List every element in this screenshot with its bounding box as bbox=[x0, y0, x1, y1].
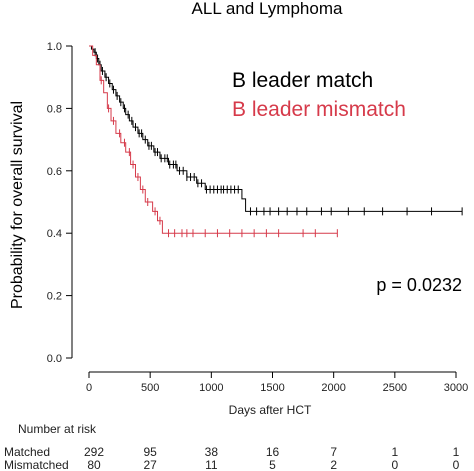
risk-value: 1 bbox=[391, 445, 398, 459]
x-tick-label: 2500 bbox=[383, 382, 407, 394]
risk-value: 38 bbox=[205, 445, 219, 459]
y-tick-label: 0.0 bbox=[47, 353, 62, 365]
km-curve bbox=[89, 45, 463, 212]
risk-value: 2 bbox=[330, 458, 337, 471]
x-tick-label: 0 bbox=[86, 382, 92, 394]
p-value-label: p = 0.0232 bbox=[376, 275, 462, 295]
chart-title: ALL and Lymphoma bbox=[192, 0, 343, 18]
risk-value: 80 bbox=[87, 458, 101, 471]
x-tick-label: 3000 bbox=[444, 382, 468, 394]
y-tick-label: 0.4 bbox=[47, 228, 62, 240]
km-curve bbox=[89, 45, 338, 234]
series-lines bbox=[89, 45, 463, 238]
risk-row-label: Matched bbox=[4, 445, 50, 459]
risk-row-label: Mismatched bbox=[4, 458, 69, 471]
km-series-match bbox=[89, 45, 463, 216]
axes: 0.0 0.2 0.4 0.6 0.8 1.0 0 500 1000 1500 2000 2500 30… bbox=[47, 41, 469, 394]
y-tick-label: 1.0 bbox=[47, 41, 62, 53]
x-tick-label: 1500 bbox=[260, 382, 284, 394]
risk-value: 5 bbox=[269, 458, 276, 471]
x-tick-label: 1000 bbox=[199, 382, 223, 394]
y-tick-label: 0.2 bbox=[47, 291, 62, 303]
risk-value: 16 bbox=[266, 445, 280, 459]
risk-value: 27 bbox=[143, 458, 157, 471]
legend-entry-mismatch: B leader mismatch bbox=[232, 98, 406, 121]
x-tick-label: 2000 bbox=[321, 382, 345, 394]
risk-value: 0 bbox=[453, 458, 460, 471]
x-axis-title: Days after HCT bbox=[229, 403, 312, 417]
risk-value: 0 bbox=[391, 458, 398, 471]
legend: B leader match B leader mismatch bbox=[232, 69, 406, 121]
legend-entry-match: B leader match bbox=[232, 69, 373, 92]
y-tick-label: 0.8 bbox=[47, 103, 62, 115]
risk-value: 11 bbox=[205, 458, 218, 471]
risk-value: 95 bbox=[143, 445, 157, 459]
km-series-mismatch bbox=[89, 45, 338, 238]
risk-value: 7 bbox=[330, 445, 337, 459]
risk-table-header: Number at risk bbox=[18, 422, 97, 436]
y-axis-title: Probability for overall survival bbox=[9, 101, 26, 309]
x-tick-label: 500 bbox=[141, 382, 159, 394]
y-tick-label: 0.6 bbox=[47, 166, 62, 178]
risk-value: 292 bbox=[84, 445, 104, 459]
risk-value: 1 bbox=[453, 445, 460, 459]
